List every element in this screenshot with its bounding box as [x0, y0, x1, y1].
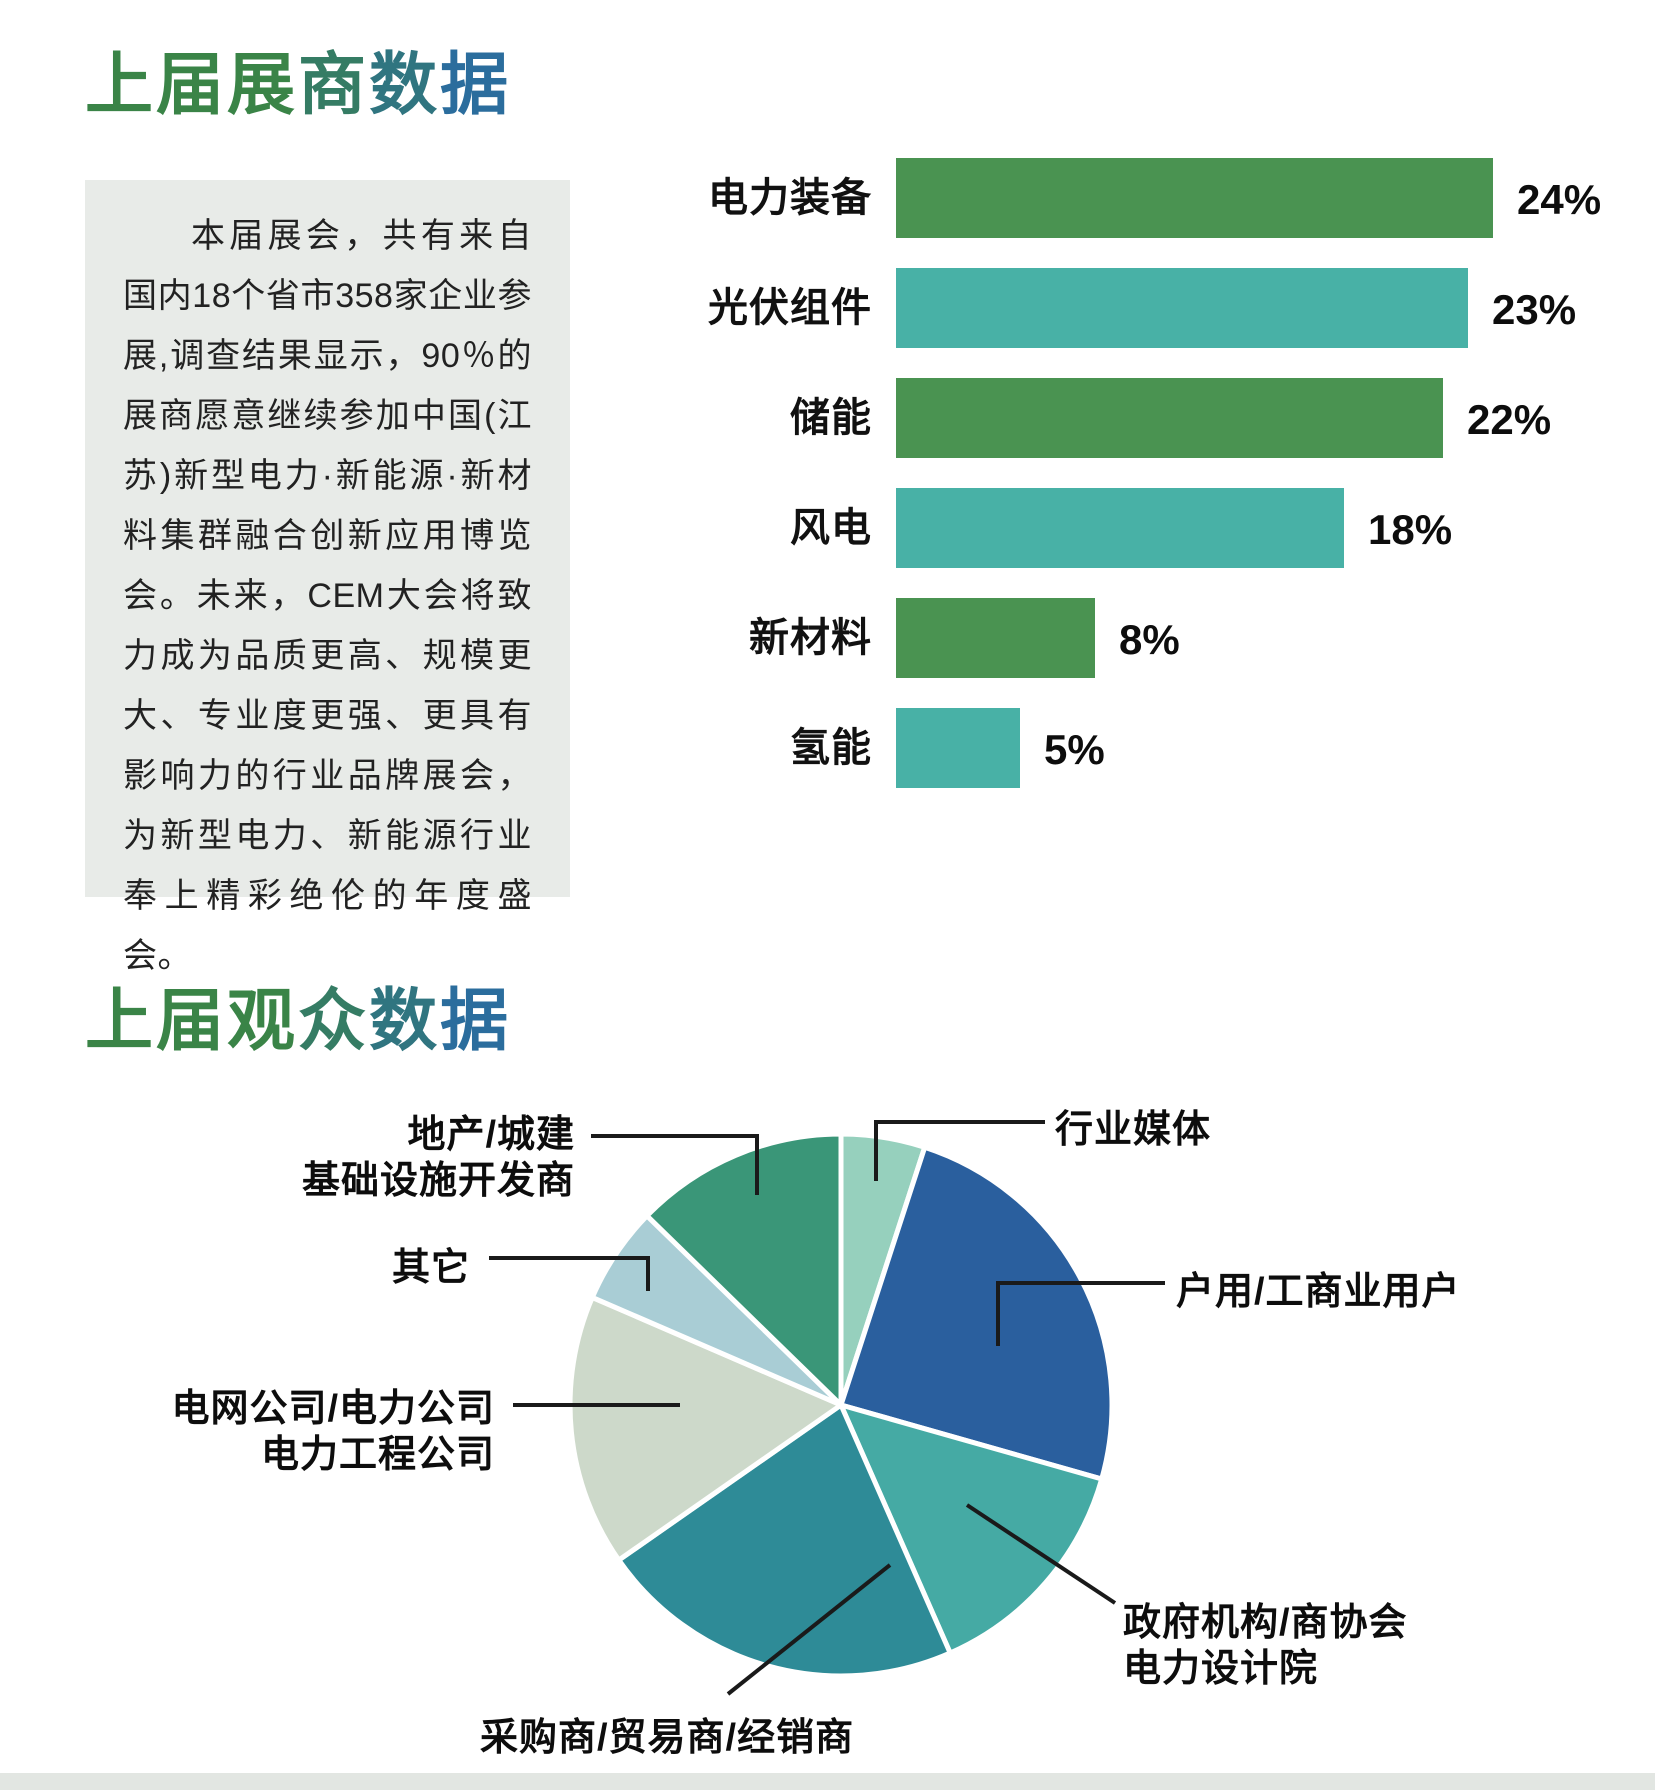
title-char: 据 — [440, 983, 512, 1059]
pie-label-industry-media: 行业媒体 — [1055, 1098, 1211, 1153]
pie-label-line2: 电力设计院 — [1123, 1648, 1319, 1690]
pie-label-government: 政府机构/商协会 电力设计院 — [1123, 1600, 1408, 1692]
bar-fill — [896, 598, 1095, 678]
pie-label-line1: 电网公司/电力公司 — [171, 1388, 495, 1430]
bar-value-label: 23% — [1492, 286, 1577, 333]
leader-household-users — [996, 1281, 1165, 1346]
pie-slice-5 — [567, 1294, 844, 1563]
title-char: 观 — [227, 983, 299, 1059]
bar-fill — [896, 488, 1344, 568]
title-char: 数 — [369, 983, 441, 1059]
bar-category-label: 风电 — [790, 506, 872, 550]
pie-label-line2: 电力工程公司 — [260, 1434, 495, 1476]
pie-label-line1: 政府机构/商协会 — [1123, 1602, 1408, 1644]
pie-label-text: 采购商/贸易商/经销商 — [480, 1717, 855, 1759]
pie-label-line2: 基础设施开发商 — [301, 1160, 575, 1202]
title-char: 数 — [369, 47, 441, 123]
pie-slice-3 — [838, 1402, 1105, 1656]
title-char: 众 — [298, 983, 370, 1059]
pie-label-text: 行业媒体 — [1055, 1109, 1212, 1151]
pie-label-grid-companies: 电网公司/电力公司 电力工程公司 — [155, 1386, 495, 1478]
bar-category-label: 电力装备 — [708, 176, 872, 220]
bar-value-label: 18% — [1368, 506, 1453, 553]
title-char: 届 — [156, 47, 228, 123]
bar-fill — [896, 158, 1493, 238]
pie-label-text: 户用/工商业用户 — [1176, 1271, 1461, 1313]
exhibitor-section-title: 上届展商数据 — [85, 48, 511, 123]
bar-fill — [896, 708, 1020, 788]
footer-strip — [0, 1773, 1655, 1790]
bar-category-label: 光伏组件 — [708, 286, 872, 330]
pie-label-other: 其它 — [290, 1236, 470, 1291]
bar-row-1: 电力装备 24% — [0, 158, 1655, 238]
pie-slice-7 — [644, 1131, 844, 1408]
title-char: 届 — [156, 983, 228, 1059]
visitor-section-title: 上届观众数据 — [85, 984, 511, 1059]
title-char: 据 — [440, 47, 512, 123]
bar-category-label: 氢能 — [790, 726, 872, 770]
leader-industry-media — [874, 1120, 1045, 1181]
bar-value-label: 8% — [1119, 616, 1180, 663]
title-char: 上 — [85, 47, 157, 123]
bar-value-label: 24% — [1517, 176, 1602, 223]
bar-fill — [896, 378, 1443, 458]
leader-other — [489, 1256, 650, 1291]
bar-row-6: 氢能 5% — [0, 708, 1655, 788]
leader-buyers — [726, 1563, 892, 1696]
pie-label-buyers: 采购商/贸易商/经销商 — [480, 1706, 854, 1761]
bar-value-label: 22% — [1467, 396, 1552, 443]
pie-label-household-users: 户用/工商业用户 — [1176, 1260, 1461, 1315]
title-char: 商 — [298, 47, 370, 123]
pie-slice-2 — [838, 1144, 1115, 1482]
title-char: 展 — [227, 47, 299, 123]
exhibitor-intro-box: 本届展会，共有来自国内18个省市358家企业参展,调查结果显示，90％的展商愿意… — [85, 180, 570, 975]
title-char: 上 — [85, 983, 157, 1059]
bar-row-5: 新材料 8% — [0, 598, 1655, 678]
leader-government — [965, 1503, 1117, 1605]
pie-slice-4 — [616, 1402, 953, 1679]
bar-category-label: 新材料 — [749, 616, 872, 660]
exhibitor-intro-text: 本届展会，共有来自国内18个省市358家企业参展,调查结果显示，90％的展商愿意… — [123, 217, 532, 975]
bar-row-4: 风电 18% — [0, 488, 1655, 568]
bar-fill — [896, 268, 1468, 348]
bar-row-3: 储能 22% — [0, 378, 1655, 458]
leader-real-estate — [591, 1134, 759, 1195]
pie-label-text: 其它 — [391, 1247, 470, 1289]
exhibitor-bar-chart: 电力装备 24% 光伏组件 23% 储能 22% 风电 18% 新材料 8% 氢能 5% — [0, 158, 1655, 788]
pie-label-line1: 地产/城建 — [407, 1114, 575, 1156]
pie-label-real-estate: 地产/城建 基础设施开发商 — [275, 1112, 575, 1204]
bar-row-2: 光伏组件 23% — [0, 268, 1655, 348]
bar-category-label: 储能 — [790, 396, 872, 440]
bar-value-label: 5% — [1044, 726, 1105, 773]
